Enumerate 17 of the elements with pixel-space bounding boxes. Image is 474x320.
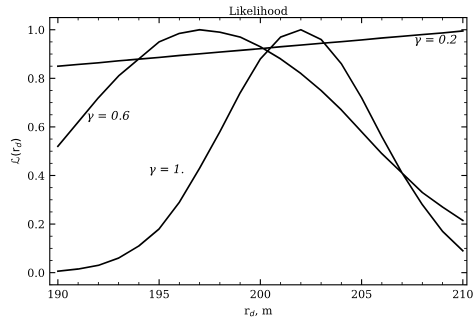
y-tick-label: 0.2	[28, 220, 44, 228]
y-tick-label: 0.8	[28, 74, 44, 83]
y-tick-label: 1.0	[28, 26, 44, 34]
annotation: γ = 1.	[150, 164, 184, 176]
x-axis-title: r$_{d}$, m	[244, 308, 272, 316]
annotation: γ = 0.2	[415, 34, 456, 46]
x-tick-label: 200	[250, 290, 270, 298]
x-tick-label: 195	[150, 290, 169, 298]
y-tick-label: 0.0	[28, 268, 44, 278]
y-tick-label: 0.6	[28, 122, 44, 132]
x-tick-label: 190	[48, 290, 68, 298]
chart-title: Likelihood	[229, 6, 288, 15]
annotation: γ = 0.6	[88, 110, 130, 122]
y-tick-label: 0.4	[28, 171, 44, 180]
x-tick-label: 205	[352, 290, 372, 298]
x-tick-label: 210	[452, 290, 473, 298]
y-axis-title: ℒ(r$_{d}$)	[10, 138, 22, 164]
